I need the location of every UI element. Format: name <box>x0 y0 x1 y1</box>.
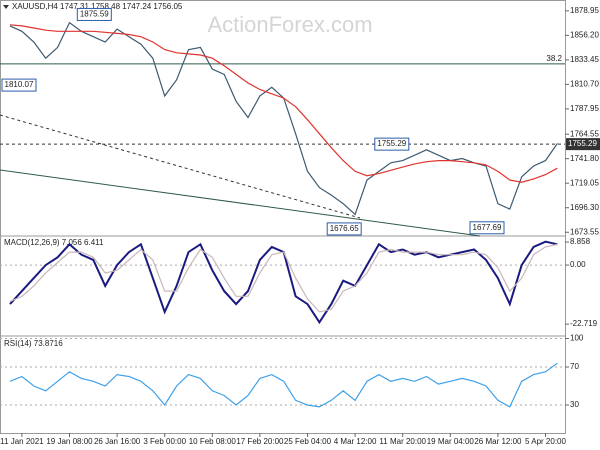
x-tick-label: 26 Mar 12:00 <box>474 437 522 446</box>
y-tick-label: 1810.70 <box>570 80 599 89</box>
y-tick-label: 1878.95 <box>570 6 599 15</box>
x-tick-label: 4 Mar 12:00 <box>334 437 377 446</box>
x-tick-label: 5 Apr 20:00 <box>525 437 566 446</box>
price-annotation: 1676.65 <box>330 224 359 233</box>
price-annotation: 1875.59 <box>80 10 109 19</box>
x-tick-label: 26 Jan 16:00 <box>94 437 141 446</box>
price-annotation-box <box>374 137 410 151</box>
plot-frame <box>0 0 566 434</box>
price-annotation-box <box>326 222 362 236</box>
rsi-title: RSI(14) 73.8716 <box>4 339 63 348</box>
y-tick-label: -22.719 <box>570 319 598 328</box>
x-tick-label: 17 Feb 20:00 <box>236 437 284 446</box>
y-tick-label: 1764.55 <box>570 129 599 138</box>
y-tick-label: 8.858 <box>570 237 591 246</box>
chart-title: XAUUSD,H4 1747.31 1758.48 1747.24 1756.0… <box>12 2 183 11</box>
series-line <box>9 243 558 313</box>
price-annotation: 1755.29 <box>377 139 406 148</box>
y-tick-label: 1696.30 <box>570 203 599 212</box>
y-tick-label: 70 <box>570 362 579 371</box>
price-annotation-box <box>76 7 112 21</box>
price-annotation-box <box>469 221 505 235</box>
last-price-label: 1755.29 <box>568 139 597 148</box>
y-tick-label: 0.00 <box>570 260 586 269</box>
x-tick-label: 11 Mar 20:00 <box>379 437 426 446</box>
y-tick-label: 1787.95 <box>570 104 599 113</box>
x-tick-label: 3 Feb 00:00 <box>143 437 186 446</box>
x-tick-label: 25 Feb 04:00 <box>284 437 332 446</box>
x-tick-label: 11 Jan 2021 <box>0 437 44 446</box>
trendline <box>0 169 481 237</box>
y-tick-label: 1719.05 <box>570 178 599 187</box>
price-annotation-box <box>1 78 37 92</box>
y-tick-label: 1741.80 <box>570 154 599 163</box>
series-line <box>9 362 558 408</box>
x-tick-label: 19 Mar 04:00 <box>427 437 475 446</box>
series-line <box>9 24 558 183</box>
price-annotation: 1810.07 <box>5 80 34 89</box>
fib-label: 38.2 <box>546 54 562 63</box>
y-tick-label: 30 <box>570 400 579 409</box>
x-tick-label: 19 Jan 08:00 <box>46 437 93 446</box>
macd-title: MACD(12,26,9) 7.056 6.411 <box>4 238 104 247</box>
price-annotation: 1677.69 <box>473 223 502 232</box>
y-tick-label: 1673.55 <box>570 227 599 236</box>
y-tick-label: 1833.45 <box>570 55 599 64</box>
trendline <box>0 114 361 219</box>
menu-icon <box>3 5 9 9</box>
y-tick-label: 1856.20 <box>570 30 599 39</box>
x-tick-label: 10 Feb 08:00 <box>189 437 237 446</box>
y-tick-label: 100 <box>570 334 584 343</box>
watermark: ActionForex.com <box>207 12 372 37</box>
last-price-tag <box>566 138 600 151</box>
